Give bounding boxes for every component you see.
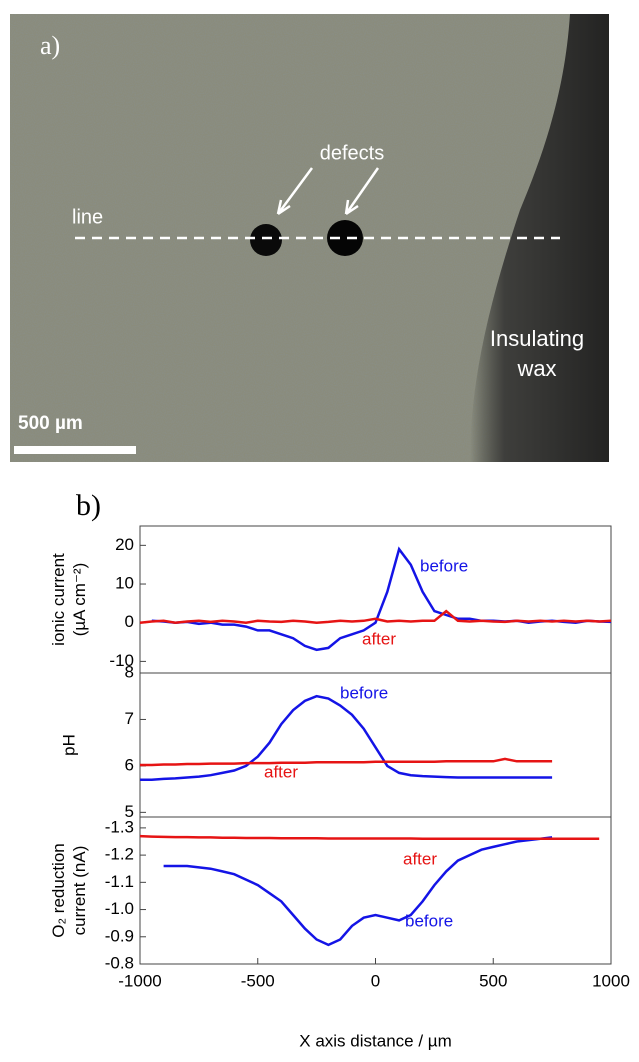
y-tick-label: -1.3 [105, 817, 134, 836]
y-axis-label: pH [59, 734, 78, 756]
y-axis-label: ionic current [49, 553, 68, 646]
x-tick-label: 500 [479, 971, 507, 990]
annotation: line [72, 206, 103, 228]
y-axis-label: (µA cm⁻²) [70, 563, 89, 637]
x-tick-label: -500 [241, 971, 275, 990]
panel-label: a) [40, 31, 60, 60]
y-tick-label: -10 [109, 651, 134, 670]
series-label: after [264, 762, 298, 781]
y-tick-label: -1.1 [105, 872, 134, 891]
x-tick-label: 0 [371, 971, 380, 990]
series-label: before [405, 911, 453, 930]
series-label: after [362, 629, 396, 648]
y-tick-label: 10 [115, 574, 134, 593]
y-axis-label: O₂ reduction [49, 843, 68, 937]
x-axis-label: X axis distance / µm [299, 1031, 451, 1050]
annotation: defects [320, 142, 384, 164]
y-axis-label: current (nA) [70, 846, 89, 936]
plot-frame [139, 525, 612, 674]
y-tick-label: 0 [125, 612, 134, 631]
panel-label: b) [76, 489, 101, 522]
x-tick-label: 1000 [592, 971, 630, 990]
y-tick-label: -0.9 [105, 926, 134, 945]
series-line [140, 757, 553, 767]
series-label: after [403, 849, 437, 868]
annotation: wax [516, 356, 556, 381]
y-tick-label: 5 [125, 802, 134, 821]
scale-bar-label: 500 µm [18, 413, 83, 434]
series-label: before [420, 556, 468, 575]
series-line [163, 836, 553, 947]
y-tick-label: -0.8 [105, 953, 134, 972]
series-label: before [340, 683, 388, 702]
y-tick-label: 7 [125, 709, 134, 728]
y-tick-label: -1.2 [105, 845, 134, 864]
annotation: Insulating [490, 326, 584, 351]
x-tick-label: -1000 [118, 971, 161, 990]
y-tick-label: -1.0 [105, 899, 134, 918]
series-line [139, 609, 612, 624]
series-line [140, 694, 553, 782]
y-tick-label: 20 [115, 535, 134, 554]
y-tick-label: 6 [125, 755, 134, 774]
series-line [139, 834, 600, 841]
micrograph [10, 14, 609, 462]
y-tick-label: 8 [125, 662, 134, 681]
